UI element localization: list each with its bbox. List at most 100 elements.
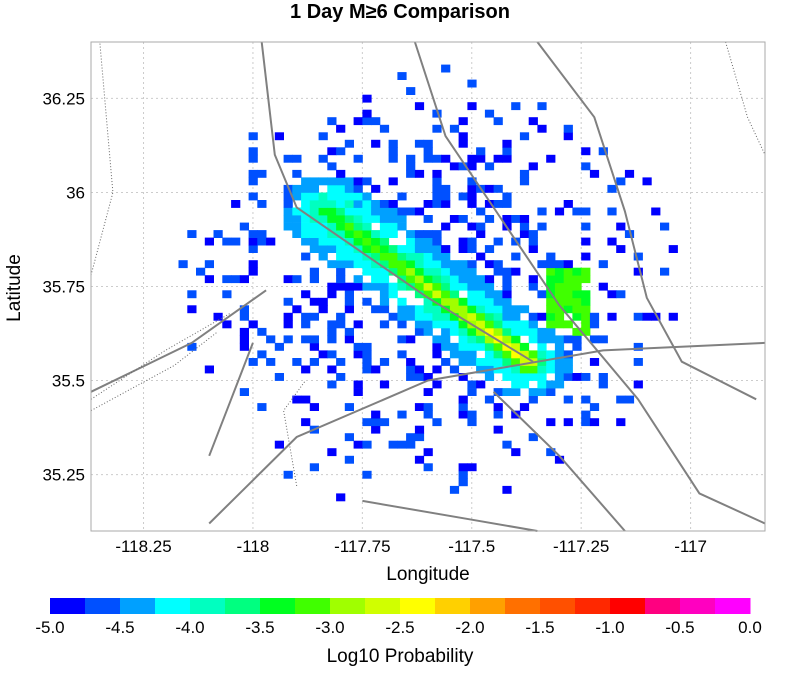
heatmap-cell (362, 110, 371, 118)
heatmap-cell (222, 275, 231, 283)
heatmap-cell (432, 170, 441, 178)
heatmap-cell (319, 177, 328, 185)
heatmap-cell (564, 200, 573, 208)
heatmap-cell (590, 320, 599, 328)
heatmap-cell (537, 343, 546, 351)
heatmap-cell (415, 140, 424, 148)
heatmap-cell (529, 366, 538, 374)
heatmap-cell (467, 290, 476, 298)
heatmap-cell (546, 366, 555, 374)
heatmap-cell (424, 411, 433, 419)
heatmap-cell (441, 283, 450, 291)
heatmap-cell (529, 373, 538, 381)
heatmap-cell (494, 260, 503, 268)
heatmap-cell (485, 320, 494, 328)
heatmap-cell (354, 238, 363, 246)
heatmap-cell (564, 335, 573, 343)
heatmap-cell (424, 140, 433, 148)
heatmap-cell (240, 388, 249, 396)
heatmap-cell (520, 177, 529, 185)
heatmap-cell (432, 238, 441, 246)
heatmap-cell (397, 268, 406, 276)
heatmap-cell (336, 253, 345, 261)
heatmap-cell (336, 185, 345, 193)
heatmap-cell (502, 441, 511, 449)
heatmap-cell (511, 373, 520, 381)
heatmap-cell (354, 253, 363, 261)
heatmap-cell (546, 418, 555, 426)
heatmap-cell (459, 358, 468, 366)
heatmap-cell (546, 381, 555, 389)
heatmap-cell (502, 328, 511, 336)
heatmap-cell (397, 298, 406, 306)
heatmap-cell (389, 260, 398, 268)
heatmap-cell (502, 305, 511, 313)
heatmap-cell (354, 381, 363, 389)
heatmap-cell (240, 343, 249, 351)
heatmap-cell (599, 335, 608, 343)
heatmap-cell (406, 155, 415, 163)
heatmap-cell (371, 366, 380, 374)
heatmap-cell (467, 268, 476, 276)
colorbar-swatch (50, 598, 86, 614)
heatmap-cell (581, 268, 590, 276)
heatmap-cell (380, 223, 389, 231)
heatmap-cell (502, 147, 511, 155)
heatmap-cell (389, 140, 398, 148)
heatmap-cell (266, 238, 275, 246)
heatmap-cell (319, 245, 328, 253)
heatmap-cell (476, 253, 485, 261)
heatmap-cell (494, 403, 503, 411)
heatmap-cell (502, 373, 511, 381)
heatmap-cell (284, 200, 293, 208)
heatmap-cell (354, 177, 363, 185)
heatmap-cell (432, 381, 441, 389)
heatmap-cell (354, 230, 363, 238)
heatmap-cell (327, 366, 336, 374)
colorbar-swatch (645, 598, 681, 614)
colorbar-tick-label: -1.5 (525, 618, 554, 637)
heatmap-cell (354, 185, 363, 193)
heatmap-cell (459, 350, 468, 358)
heatmap-cell (222, 238, 231, 246)
heatmap-cell (450, 328, 459, 336)
heatmap-cell (406, 253, 415, 261)
heatmap-cell (345, 305, 354, 313)
heatmap-cell (502, 335, 511, 343)
heatmap-cell (240, 328, 249, 336)
heatmap-cell (634, 313, 643, 321)
heatmap-cell (424, 155, 433, 163)
heatmap-cell (459, 260, 468, 268)
heatmap-cell (240, 223, 249, 231)
heatmap-cell (572, 305, 581, 313)
heatmap-cell (187, 290, 196, 298)
heatmap-cell (494, 313, 503, 321)
heatmap-cell (590, 170, 599, 178)
heatmap-cell (581, 290, 590, 298)
heatmap-cell (397, 260, 406, 268)
heatmap-cell (415, 170, 424, 178)
heatmap-cell (607, 208, 616, 216)
heatmap-cell (371, 230, 380, 238)
heatmap-cell (432, 253, 441, 261)
heatmap-cell (310, 463, 319, 471)
heatmap-cell (380, 381, 389, 389)
heatmap-cell (432, 155, 441, 163)
heatmap-cell (572, 343, 581, 351)
colorbar-swatch (610, 598, 646, 614)
heatmap-cell (625, 396, 634, 404)
heatmap-cell (327, 260, 336, 268)
heatmap-cell (494, 343, 503, 351)
heatmap-cell (537, 366, 546, 374)
heatmap-cell (327, 215, 336, 223)
heatmap-cell (476, 298, 485, 306)
heatmap-cell (494, 185, 503, 193)
heatmap-cell (222, 320, 231, 328)
heatmap-cell (345, 433, 354, 441)
heatmap-cell (564, 268, 573, 276)
heatmap-cell (257, 200, 266, 208)
heatmap-cell (284, 298, 293, 306)
heatmap-cell (362, 366, 371, 374)
heatmap-cell (555, 275, 564, 283)
heatmap-cell (292, 185, 301, 193)
